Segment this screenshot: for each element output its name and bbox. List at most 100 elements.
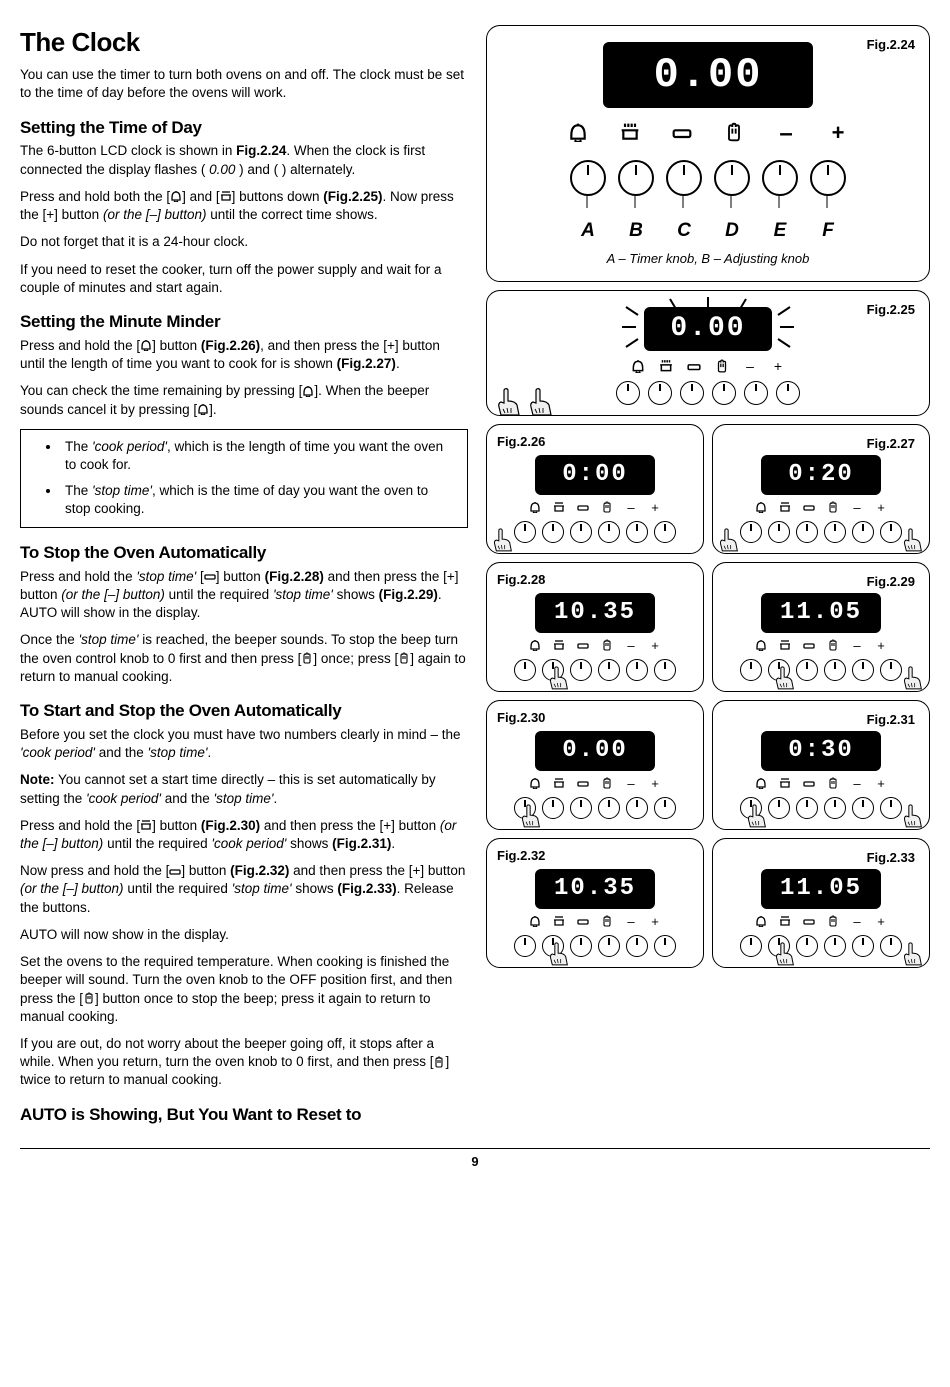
figure-2-28: Fig.2.28 10.35 –+	[486, 562, 704, 692]
lcd-display: 11.05	[761, 869, 881, 909]
knob-b[interactable]	[618, 160, 654, 196]
fig-label: Fig.2.29	[867, 573, 915, 591]
finger-icon	[903, 939, 923, 969]
figure-2-29: Fig.2.29 11.05 –+	[712, 562, 930, 692]
finger-icon	[903, 663, 923, 693]
fig-label: Fig.2.27	[867, 435, 915, 453]
lcd-display: 0:30	[761, 731, 881, 771]
icon-row: –+	[499, 501, 691, 515]
pot-icon	[612, 122, 648, 146]
setting-time-p3: Do not forget that it is a 24-hour clock…	[20, 233, 468, 251]
minus-icon: –	[736, 359, 764, 375]
box-item-2: The 'stop time', which is the time of da…	[61, 482, 455, 518]
hand-icon	[708, 359, 736, 375]
figure-2-33: Fig.2.33 11.05 –+	[712, 838, 930, 968]
icon-row: – +	[499, 359, 917, 375]
fig-label: Fig.2.31	[867, 711, 915, 729]
figure-2-26: Fig.2.26 0:00 –+	[486, 424, 704, 554]
figure-2-24: Fig.2.24 0.00 – +	[486, 25, 930, 282]
knob-row	[725, 521, 917, 543]
bell-icon	[302, 385, 314, 399]
ss-p2: Note: You cannot set a start time direct…	[20, 771, 468, 807]
icon-row: – +	[499, 122, 917, 146]
knob[interactable]	[776, 381, 800, 405]
heading-minute-minder: Setting the Minute Minder	[20, 311, 468, 334]
heading-start-stop: To Start and Stop the Oven Automatically	[20, 700, 468, 723]
bell-icon	[624, 359, 652, 375]
fig-label: Fig.2.26	[497, 433, 545, 451]
fig-label: Fig.2.28	[497, 571, 545, 589]
finger-icon	[903, 801, 923, 831]
knob[interactable]	[680, 381, 704, 405]
lcd-display: 0.00	[535, 731, 655, 771]
dish-icon	[664, 122, 700, 146]
finger-icon	[529, 387, 553, 417]
knob-f[interactable]	[810, 160, 846, 196]
intro-text: You can use the timer to turn both ovens…	[20, 66, 468, 102]
knob-row	[499, 381, 917, 405]
footer-rule	[20, 1148, 930, 1149]
finger-icon	[493, 525, 513, 555]
figure-2-27: Fig.2.27 0:20 –+	[712, 424, 930, 554]
hand-icon	[301, 652, 313, 666]
dish-icon	[680, 359, 708, 375]
stop-p1: Press and hold the 'stop time' [] button…	[20, 568, 468, 623]
lcd-display: 0:00	[535, 455, 655, 495]
box-item-1: The 'cook period', which is the length o…	[61, 438, 455, 474]
letter-lines	[563, 196, 853, 214]
minus-icon: –	[768, 122, 804, 146]
bell-icon	[560, 122, 596, 146]
minute-p2: You can check the time remaining by pres…	[20, 382, 468, 418]
setting-time-p1: The 6-button LCD clock is shown in Fig.2…	[20, 142, 468, 178]
icon-row: –+	[725, 501, 917, 515]
knob-d[interactable]	[714, 160, 750, 196]
pot-icon	[652, 359, 680, 375]
knob-e[interactable]	[762, 160, 798, 196]
hand-icon	[716, 122, 752, 146]
minute-p1: Press and hold the [] button (Fig.2.26),…	[20, 337, 468, 373]
right-column: Fig.2.24 0.00 – +	[486, 25, 930, 1130]
fig-label: Fig.2.32	[497, 847, 545, 865]
knob[interactable]	[712, 381, 736, 405]
heading-setting-time: Setting the Time of Day	[20, 117, 468, 140]
knob-letters: ABCDEF	[499, 218, 917, 244]
knob[interactable]	[616, 381, 640, 405]
heading-auto-reset: AUTO is Showing, But You Want to Reset t…	[20, 1104, 468, 1127]
figure-2-32: Fig.2.32 10.35 –+	[486, 838, 704, 968]
figure-2-25: Fig.2.25 0.00 – +	[486, 290, 930, 416]
bell-icon	[197, 403, 209, 417]
hand-icon	[398, 652, 410, 666]
ss-p3: Press and hold the [] button (Fig.2.30) …	[20, 817, 468, 853]
bell-icon	[140, 339, 152, 353]
lcd-display: 0.00	[603, 42, 813, 108]
fig-label: Fig.2.30	[497, 709, 545, 727]
page-title: The Clock	[20, 25, 468, 60]
bell-icon	[170, 190, 182, 204]
pot-icon	[220, 190, 232, 204]
lcd-display: 10.35	[535, 869, 655, 909]
knob-row	[499, 521, 691, 543]
knob-c[interactable]	[666, 160, 702, 196]
left-column: The Clock You can use the timer to turn …	[20, 25, 468, 1130]
figure-2-31: Fig.2.31 0:30 –+	[712, 700, 930, 830]
info-box: The 'cook period', which is the length o…	[20, 429, 468, 528]
lcd-display: 11.05	[761, 593, 881, 633]
knob-row	[499, 160, 917, 196]
lcd-display: 0:20	[761, 455, 881, 495]
fig-label: Fig.2.33	[867, 849, 915, 867]
pot-icon	[140, 819, 152, 833]
ss-p4: Now press and hold the [] button (Fig.2.…	[20, 862, 468, 917]
flash-marks	[620, 297, 796, 361]
finger-icon	[903, 525, 923, 555]
knob[interactable]	[648, 381, 672, 405]
figure-2-30: Fig.2.30 0.00 –+	[486, 700, 704, 830]
setting-time-p4: If you need to reset the cooker, turn of…	[20, 261, 468, 297]
ss-p7: If you are out, do not worry about the b…	[20, 1035, 468, 1090]
fig-label: Fig.2.25	[867, 301, 915, 319]
knob-a[interactable]	[570, 160, 606, 196]
finger-icon	[497, 387, 521, 417]
ss-p5: AUTO will now show in the display.	[20, 926, 468, 944]
knob[interactable]	[744, 381, 768, 405]
finger-icon	[719, 525, 739, 555]
plus-icon: +	[820, 122, 856, 146]
